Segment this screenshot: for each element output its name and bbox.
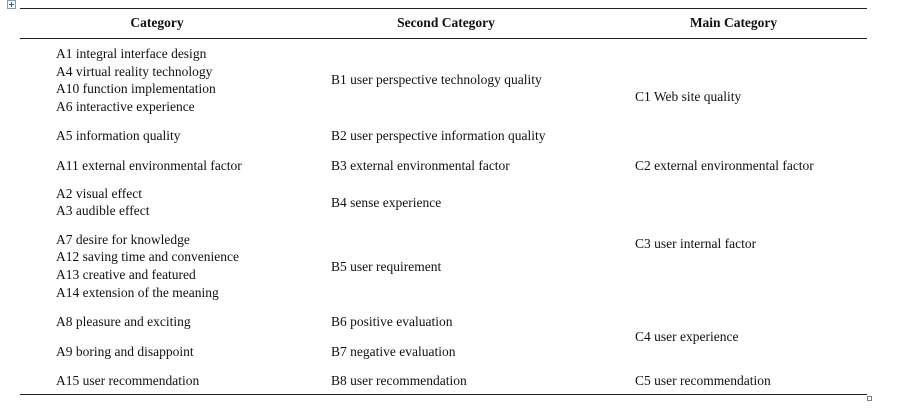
second-category-cell-b5: B5 user requirement <box>331 259 442 274</box>
second-category-cell-b1: B1 user perspective technology quality <box>331 72 542 87</box>
table-move-handle[interactable] <box>7 0 16 9</box>
category-cell-a11: A11 external environmental factor <box>56 158 242 173</box>
main-category-cell-c2: C2 external environmental factor <box>635 158 814 173</box>
main-category-cell-c5: C5 user recommendation <box>635 373 771 388</box>
category-cell-a13: A13 creative and featured <box>56 267 196 282</box>
category-cell-a6: A6 interactive experience <box>56 99 195 114</box>
table-resize-handle[interactable] <box>867 396 872 401</box>
category-cell-a2: A2 visual effect <box>56 186 142 201</box>
category-cell-a7: A7 desire for knowledge <box>56 232 190 247</box>
category-cell-a3: A3 audible effect <box>56 203 150 218</box>
second-category-cell-b4: B4 sense experience <box>331 195 442 210</box>
second-category-cell-b7: B7 negative evaluation <box>331 344 456 359</box>
second-category-cell-b3: B3 external environmental factor <box>331 158 510 173</box>
category-cell-a4: A4 virtual reality technology <box>56 64 213 79</box>
category-cell-a10: A10 function implementation <box>56 81 216 96</box>
main-category-cell-c3: C3 user internal factor <box>635 236 757 251</box>
category-cell-a9: A9 boring and disappoint <box>56 344 194 359</box>
main-category-cell-c4: C4 user experience <box>635 329 739 344</box>
table-top-rule <box>20 8 867 9</box>
category-cell-a5: A5 information quality <box>56 128 181 143</box>
header-category: Category <box>130 15 184 30</box>
header-main-category: Main Category <box>689 15 778 30</box>
table-bottom-rule <box>20 394 867 395</box>
main-category-cell-c1: C1 Web site quality <box>635 89 742 104</box>
category-cell-a8: A8 pleasure and exciting <box>56 314 191 329</box>
second-category-cell-b2: B2 user perspective information quality <box>331 128 546 143</box>
second-category-cell-b6: B6 positive evaluation <box>331 314 453 329</box>
category-cell-a1: A1 integral interface design <box>56 46 207 61</box>
category-cell-a15: A15 user recommendation <box>56 373 200 388</box>
header-second-category: Second Category <box>397 15 495 30</box>
category-cell-a12: A12 saving time and convenience <box>56 249 239 264</box>
second-category-cell-b8: B8 user recommendation <box>331 373 467 388</box>
category-cell-a14: A14 extension of the meaning <box>56 285 219 300</box>
table-header-rule <box>20 38 867 39</box>
